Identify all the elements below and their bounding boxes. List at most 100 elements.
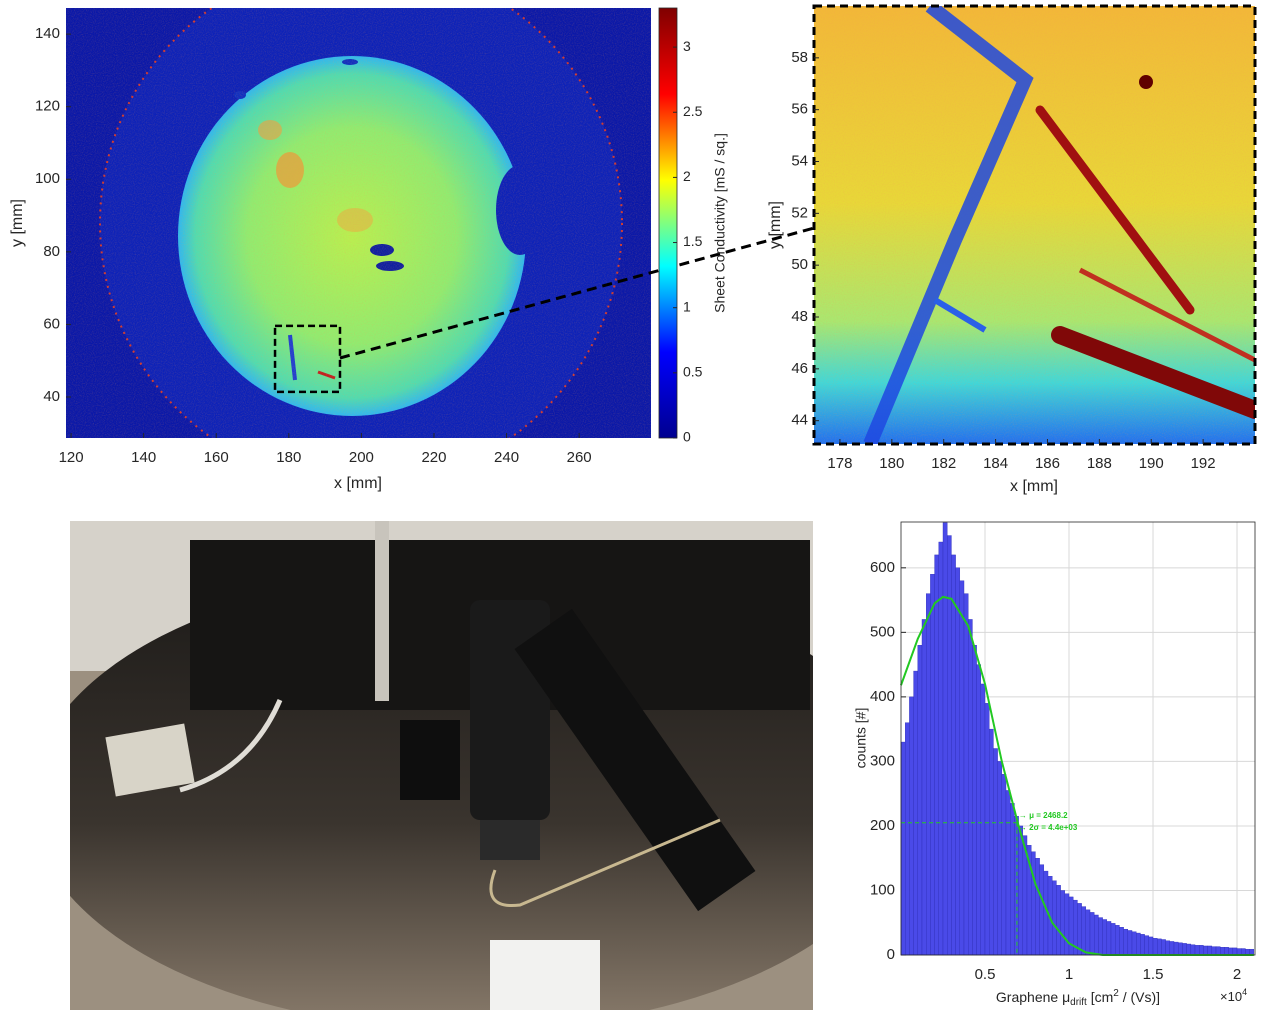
y-axis-label: counts [#] bbox=[853, 708, 869, 769]
y-tick-label: 44 bbox=[791, 412, 808, 429]
colorbar-tick-label: 2.5 bbox=[683, 103, 703, 119]
y-tick-label: 52 bbox=[791, 204, 808, 221]
bar bbox=[972, 645, 976, 955]
x-tick-label: 260 bbox=[567, 449, 592, 466]
bar bbox=[1006, 790, 1010, 955]
bar bbox=[998, 761, 1002, 955]
x-multiplier: ×104 bbox=[1220, 987, 1247, 1004]
y-tick-label: 300 bbox=[870, 752, 895, 769]
bar bbox=[935, 555, 939, 955]
bar bbox=[968, 619, 972, 955]
bar bbox=[1149, 937, 1153, 955]
bar bbox=[1220, 947, 1224, 955]
bar bbox=[1082, 907, 1086, 955]
y-tick-label: 58 bbox=[791, 49, 808, 66]
bar bbox=[1132, 932, 1136, 955]
bar bbox=[922, 619, 926, 955]
bar bbox=[1010, 803, 1014, 955]
heatmap-image bbox=[814, 6, 1255, 444]
heatmap-image bbox=[66, 0, 651, 485]
bar bbox=[943, 523, 947, 955]
bar bbox=[985, 703, 989, 955]
x-tick-label: 0.5 bbox=[975, 966, 996, 983]
bar bbox=[914, 671, 918, 955]
multiplier-exponent: 4 bbox=[1242, 987, 1247, 997]
bar bbox=[1065, 894, 1069, 955]
bar bbox=[1212, 947, 1216, 955]
bar bbox=[909, 697, 913, 955]
bar bbox=[993, 749, 997, 955]
bar bbox=[1107, 921, 1111, 955]
bar bbox=[977, 665, 981, 955]
y-tick-label: 56 bbox=[791, 101, 808, 118]
bar bbox=[926, 594, 930, 955]
bar bbox=[1103, 920, 1107, 955]
colorbar-tick-label: 1 bbox=[683, 298, 691, 314]
x-tick-label: 200 bbox=[349, 449, 374, 466]
bar bbox=[1199, 945, 1203, 955]
y-tick-label: 100 bbox=[870, 881, 895, 898]
bar bbox=[1191, 945, 1195, 955]
bar bbox=[1098, 918, 1102, 955]
bar bbox=[1178, 943, 1182, 955]
bar bbox=[1153, 938, 1157, 955]
y-axis-label: y [mm] bbox=[767, 201, 784, 249]
label-sub: drift bbox=[1070, 997, 1087, 1008]
label-part: [cm bbox=[1087, 989, 1113, 1005]
colorbar-tick-label: 0.5 bbox=[683, 364, 703, 380]
y-axis-label: y [mm] bbox=[9, 199, 26, 247]
bar bbox=[1166, 941, 1170, 955]
colorbar bbox=[659, 8, 677, 438]
x-tick-label: 182 bbox=[931, 455, 956, 472]
y-tick-label: 54 bbox=[791, 152, 808, 169]
bar bbox=[1174, 942, 1178, 955]
bar bbox=[1035, 858, 1039, 955]
bar bbox=[918, 645, 922, 955]
colorbar-tick-label: 1.5 bbox=[683, 233, 703, 249]
y-tick-label: 40 bbox=[43, 388, 60, 405]
colorbar-tick-label: 0 bbox=[683, 429, 691, 445]
bar bbox=[1090, 912, 1094, 955]
bar bbox=[1161, 940, 1165, 955]
x-tick-label: 180 bbox=[879, 455, 904, 472]
x-tick-label: 1 bbox=[1065, 966, 1073, 983]
y-tick-label: 400 bbox=[870, 688, 895, 705]
y-tick-label: 0 bbox=[887, 946, 895, 963]
annotation: → μ = 2468.2 bbox=[1019, 811, 1068, 820]
label-part: Graphene μ bbox=[996, 989, 1070, 1005]
x-tick-label: 2 bbox=[1233, 966, 1241, 983]
bar bbox=[1136, 933, 1140, 955]
bar bbox=[981, 684, 985, 955]
colorbar-label: Sheet Conductivity [mS / sq.] bbox=[712, 133, 728, 313]
x-tick-label: 186 bbox=[1035, 455, 1060, 472]
x-tick-label: 240 bbox=[494, 449, 519, 466]
x-tick-label: 188 bbox=[1087, 455, 1112, 472]
annotation: → 2σ = 4.4e+03 bbox=[1019, 823, 1078, 832]
x-axis-label: x [mm] bbox=[334, 475, 382, 492]
bar bbox=[1031, 852, 1035, 955]
photo bbox=[30, 521, 910, 1010]
y-tick-label: 500 bbox=[870, 623, 895, 640]
bar bbox=[1203, 946, 1207, 955]
x-tick-label: 120 bbox=[59, 449, 84, 466]
y-tick-label: 50 bbox=[791, 256, 808, 273]
y-tick-label: 600 bbox=[870, 559, 895, 576]
y-tick-label: 80 bbox=[43, 243, 60, 260]
bar bbox=[1208, 946, 1212, 955]
bar bbox=[1115, 925, 1119, 955]
bar bbox=[1086, 910, 1090, 955]
y-tick-label: 46 bbox=[791, 360, 808, 377]
bar bbox=[1111, 923, 1115, 955]
bar bbox=[1229, 948, 1233, 955]
figure: x [mm] y [mm] Sheet Conductivity [mS / s… bbox=[0, 0, 1262, 1010]
x-tick-label: 140 bbox=[131, 449, 156, 466]
bar bbox=[930, 574, 934, 955]
bar bbox=[1119, 927, 1123, 955]
bar bbox=[1182, 943, 1186, 955]
x-tick-label: 192 bbox=[1191, 455, 1216, 472]
x-tick-label: 220 bbox=[421, 449, 446, 466]
bar bbox=[1140, 934, 1144, 955]
colorbar-tick-label: 2 bbox=[683, 168, 691, 184]
bar bbox=[1056, 885, 1060, 955]
bar bbox=[1061, 890, 1065, 955]
